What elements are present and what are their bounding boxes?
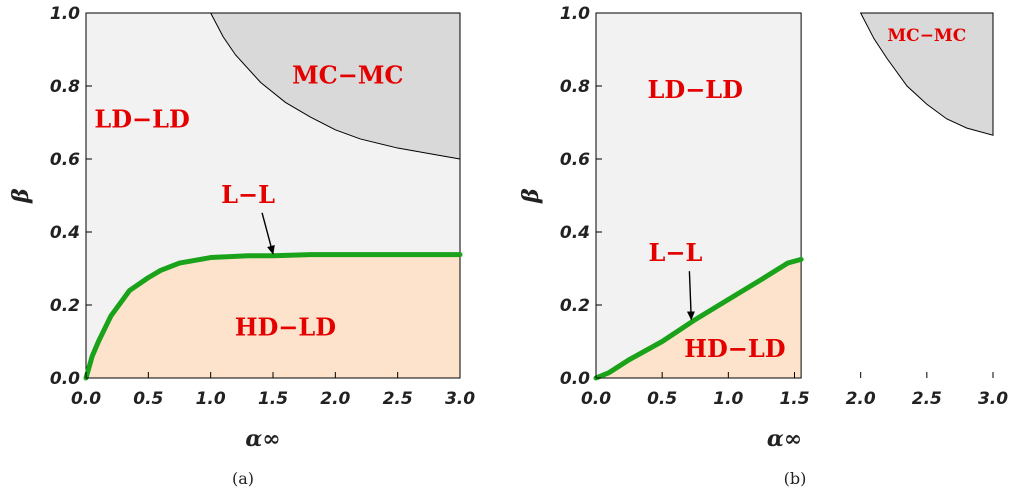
- panel-caption: (b): [784, 469, 807, 488]
- y-tick-label: 0.2: [560, 296, 590, 316]
- mc-mc-label: MC−MC: [292, 60, 403, 89]
- x-tick-label: 1.5: [258, 389, 288, 409]
- y-tick-label: 0.8: [560, 77, 590, 97]
- panel-a: L−L LD−LD MC−MC HD−LD 0.0 0.2 0.4 0.6 0.8 1.0 0.0 0…: [8, 4, 475, 488]
- x-axis-label: α∞: [245, 426, 280, 452]
- x-tick-label: 0.5: [133, 389, 163, 409]
- x-tick-label: 2.0: [320, 389, 350, 409]
- ld-ld-label: LD−LD: [94, 104, 189, 133]
- x-tick-label: 3.0: [445, 389, 475, 409]
- y-tick-label: 0.0: [560, 369, 590, 389]
- mc-mc-region: [859, 12, 994, 136]
- y-axis-label: β: [518, 188, 544, 204]
- plot-frame: [595, 12, 802, 379]
- mc-mc-label: MC−MC: [887, 26, 966, 46]
- l-l-label: L−L: [648, 238, 702, 267]
- x-tick-label: 0.0: [581, 389, 611, 409]
- ld-ld-label: LD−LD: [648, 75, 743, 104]
- y-tick-label: 0.6: [50, 150, 80, 170]
- panel-b: L−L LD−LD MC−MC HD−LD 0.0 0.2 0.4 0.6 0.8 1.0 0.0 0…: [518, 4, 1008, 488]
- x-tick-label: 2.5: [383, 389, 413, 409]
- x-tick-label: 1.0: [196, 389, 226, 409]
- x-tick-label: 1.5: [779, 389, 809, 409]
- x-tick-label: 2.0: [846, 389, 876, 409]
- y-tick-label: 1.0: [50, 4, 80, 24]
- y-tick-label: 1.0: [560, 4, 590, 24]
- hd-ld-label: HD−LD: [235, 312, 336, 341]
- y-tick-label: 0.2: [50, 296, 80, 316]
- y-tick-label: 0.4: [560, 223, 590, 243]
- hd-ld-label: HD−LD: [684, 334, 785, 363]
- x-tick-label: 3.0: [978, 389, 1008, 409]
- hd-ld-region: [86, 254, 460, 378]
- l-l-label: L−L: [221, 180, 275, 209]
- y-axis-label: β: [8, 188, 34, 204]
- l-l-boundary-line: [83, 252, 463, 381]
- y-tick-label: 0.6: [560, 150, 590, 170]
- x-tick-label: 1.0: [713, 389, 743, 409]
- l-l-arrow: [261, 212, 275, 255]
- l-l-arrow: [686, 271, 695, 321]
- y-tick-label: 0.8: [50, 77, 80, 97]
- y-tick-label: 0.4: [50, 223, 80, 243]
- panel-caption: (a): [232, 469, 254, 488]
- x-axis-label: α∞: [767, 426, 802, 452]
- y-tick-label: 0.0: [50, 369, 80, 389]
- l-l-boundary-line: [593, 256, 804, 381]
- x-tick-label: 0.5: [647, 389, 677, 409]
- x-tick-label: 0.0: [71, 389, 101, 409]
- x-tick-label: 2.5: [912, 389, 942, 409]
